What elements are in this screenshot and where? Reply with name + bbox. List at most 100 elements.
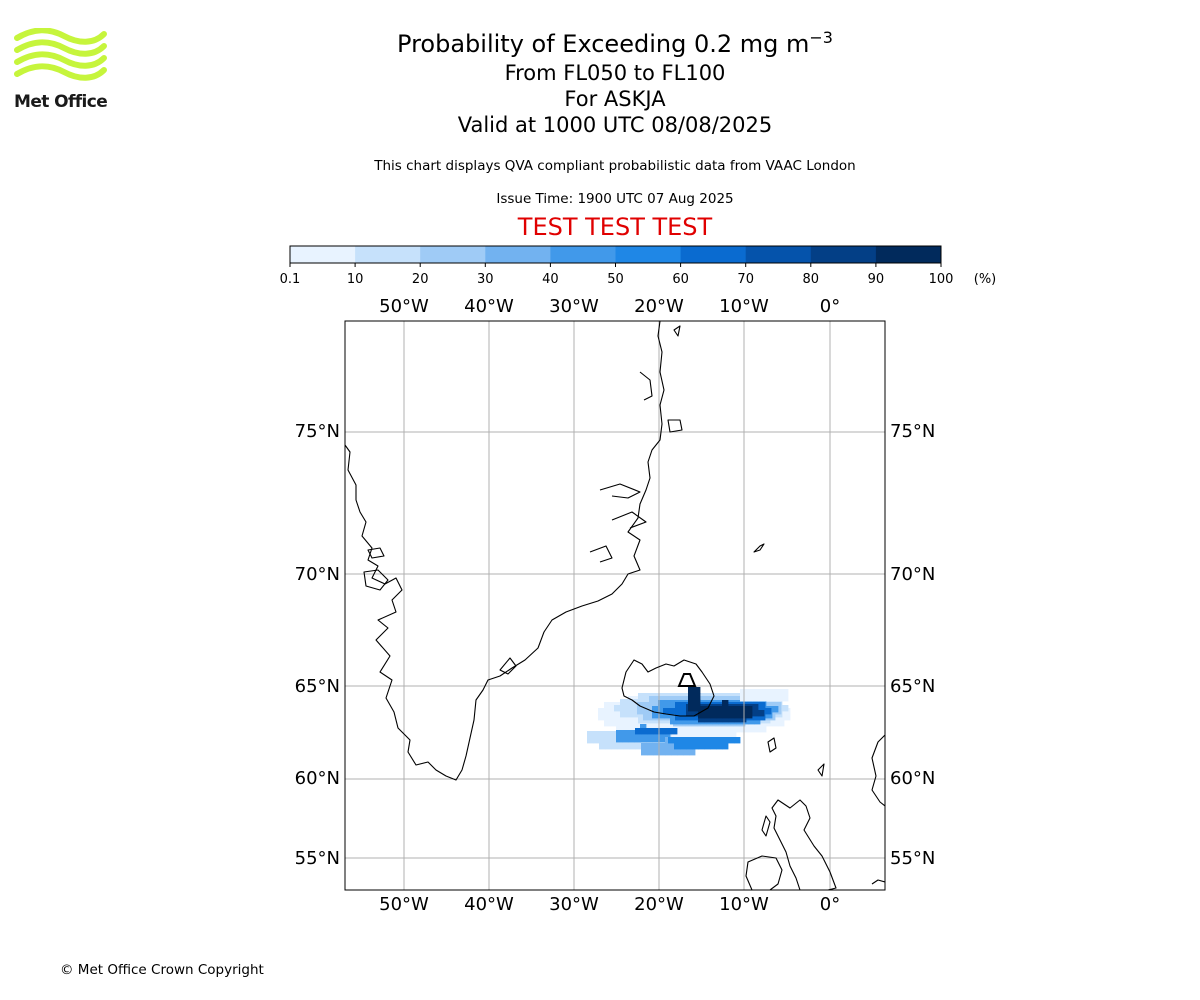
faroe-islands (767, 737, 777, 753)
plume-cell (675, 702, 682, 709)
plume-cell (733, 696, 740, 703)
plume-cell (703, 696, 710, 703)
plume-cell (712, 732, 719, 739)
plume-cell (659, 749, 666, 756)
plume-cell (730, 732, 737, 739)
plume-cell (680, 743, 687, 750)
lat-label-left: 75°N (295, 421, 340, 442)
colorbar-segment (745, 246, 812, 263)
lat-label-right: 70°N (890, 564, 935, 585)
plume-cell (622, 730, 629, 737)
plume-cell (772, 720, 779, 727)
plume-cell (676, 732, 683, 739)
lat-label-right: 55°N (890, 848, 935, 869)
plume-cell (614, 705, 621, 712)
chart-title-block: Probability of Exceeding 0.2 mg m−3 From… (0, 22, 1200, 138)
colorbar-segment (290, 246, 356, 263)
colorbar-tick-label: 40 (542, 272, 559, 287)
plume-cell (716, 716, 723, 723)
plume-cell (622, 720, 629, 727)
colorbar-tick-label: 30 (477, 272, 494, 287)
plume-cell (670, 700, 677, 707)
plume-cell (728, 712, 735, 719)
plume-cell (604, 708, 611, 715)
volcano-name: For ASKJA (564, 87, 666, 111)
plume-cell (752, 689, 759, 696)
colorbar-tick-label: 60 (672, 272, 689, 287)
greenland-fjord-1 (599, 483, 641, 499)
plume-cell (671, 749, 678, 756)
plume-cell (688, 726, 695, 733)
plume-cell (616, 720, 623, 727)
plume-cell (673, 696, 680, 703)
plume-cell (746, 689, 753, 696)
plume-cell (643, 714, 650, 721)
plume-cell (671, 728, 678, 735)
plume-cell (652, 706, 659, 713)
colorbar-segment (420, 246, 486, 263)
plume-cell (675, 714, 682, 721)
plume-cell (664, 712, 671, 719)
plume-cell (700, 732, 707, 739)
plume-cell (676, 726, 683, 733)
plume-cell (644, 693, 651, 700)
plume-cell (706, 726, 713, 733)
plume-cell (647, 743, 654, 750)
plume-cell (638, 693, 645, 700)
plume-cell (734, 712, 741, 719)
plume-cell (758, 695, 765, 702)
plume-cell (611, 731, 618, 738)
plume-cell (778, 720, 785, 727)
ash-probability-plume (587, 687, 791, 756)
plume-cell (706, 732, 713, 739)
plume-cell (775, 702, 782, 709)
plume-cell (698, 737, 705, 744)
plume-cell (754, 718, 761, 725)
plume-cell (665, 743, 672, 750)
colorbar-tick-label: 0.1 (280, 272, 301, 287)
flight-level-range: From FL050 to FL100 (504, 61, 726, 85)
plume-cell (604, 714, 611, 721)
lon-label-bottom: 50°W (379, 894, 429, 915)
plume-cell (724, 732, 731, 739)
plume-cell (669, 708, 676, 715)
colorbar-tick-label: 50 (607, 272, 624, 287)
plume-cell (616, 714, 623, 721)
plume-cell (694, 693, 701, 700)
lat-label-right: 65°N (890, 676, 935, 697)
plume-cell (722, 712, 729, 719)
colorbar-segment (485, 246, 551, 263)
plume-cell (593, 731, 600, 738)
plume-cell (730, 726, 737, 733)
plume-cell (616, 736, 623, 743)
plume-cell (688, 732, 695, 739)
chart-title: Probability of Exceeding 0.2 mg m−3 (397, 28, 833, 58)
colorbar-tick-label: 100 (929, 272, 954, 287)
lat-label-left: 60°N (295, 768, 340, 789)
plume-cell (628, 730, 635, 737)
plume-cell (716, 743, 723, 750)
plume-cell (646, 736, 653, 743)
plume-cell (728, 706, 735, 713)
plume-cell (754, 726, 761, 733)
plume-cell (676, 718, 683, 725)
plume-cell (649, 696, 656, 703)
plume-cell (772, 706, 779, 713)
met-office-logo-icon (14, 28, 107, 81)
plume-cell (643, 708, 650, 715)
plume-cell (716, 737, 723, 744)
greenland-west-island-1 (363, 569, 389, 591)
plume-cell (620, 699, 627, 706)
valid-time: Valid at 1000 UTC 08/08/2025 (457, 113, 773, 137)
plume-cell (759, 702, 766, 709)
lon-label-top: 20°W (634, 296, 684, 317)
plume-cell (712, 726, 719, 733)
lon-label-bottom: 40°W (464, 894, 514, 915)
plume-cell (727, 696, 734, 703)
plume-cell (724, 726, 731, 733)
plume-cell (587, 737, 594, 744)
plume-cell (670, 718, 677, 725)
colorbar-tick-label: 80 (803, 272, 820, 287)
plume-cell (628, 720, 635, 727)
plume-cell (599, 743, 606, 750)
